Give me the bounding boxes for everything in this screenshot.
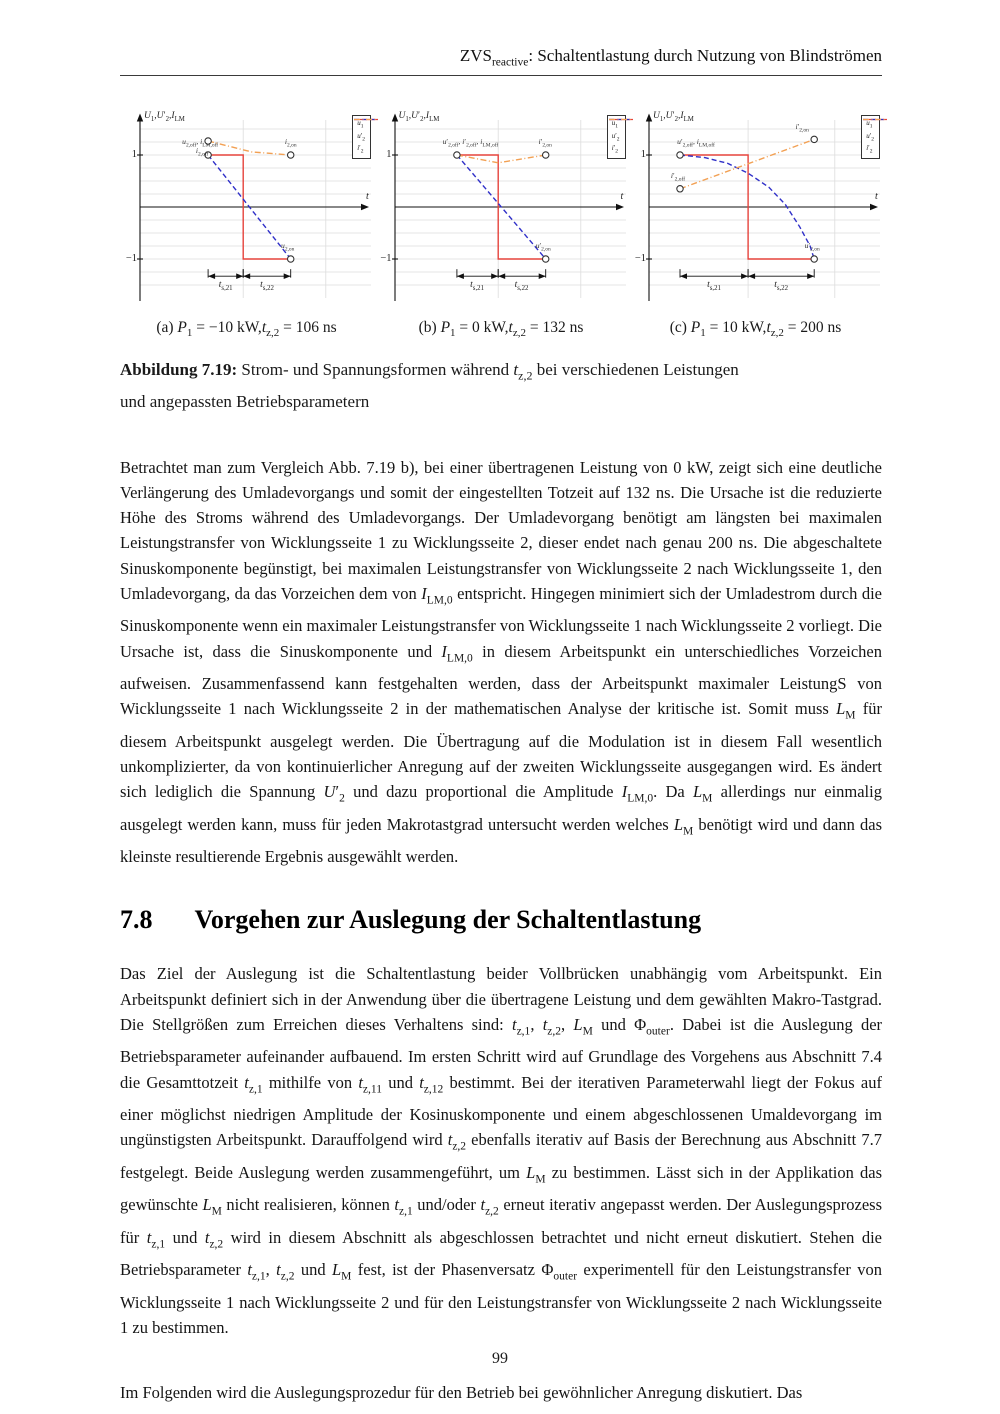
y-tick-label: −1 (634, 253, 646, 265)
page-number: 99 (492, 1350, 508, 1367)
plot-legend: u1 u′2 i′2 (606, 115, 633, 159)
subfigure-b: U1,U′2,ILM 1 −1 t u′2,off, i′2,off, iLM,off i… (375, 111, 633, 340)
page-body: Betrachtet man zum Vergleich Abb. 7.19 b… (120, 455, 882, 1405)
chart-canvas (136, 113, 371, 302)
span-label: ts,22 (260, 279, 274, 292)
marker-label: i′2,on (538, 137, 552, 149)
header-rule (120, 75, 882, 77)
chart-canvas (391, 113, 626, 302)
paragraph-1: Betrachtet man zum Vergleich Abb. 7.19 b… (120, 457, 882, 867)
marker-label: i2,on (284, 137, 297, 149)
running-head: ZVSreactive: Schaltentlastung durch Nutz… (459, 46, 882, 69)
marker-label: u2,on (281, 241, 295, 253)
span-label: ts,22 (514, 279, 529, 292)
figure-caption: Abbildung 7.19: Strom- und Spannungsform… (120, 357, 882, 414)
paragraph-2: Das Ziel der Auslegung ist die Schaltent… (120, 964, 883, 1337)
marker-label: u′2,on (804, 241, 820, 253)
subfigure-c: U1,U′2,ILM 1 −1 t u′2,off, iLM,off i′2,off i′2… (629, 111, 888, 340)
legend-label: u1 (357, 119, 364, 130)
figure-caption-label: Abbildung 7.19: (120, 360, 238, 380)
figure-caption-text: Strom- und Spannungsformen während tz,2 … (120, 360, 739, 411)
legend-label: i′2 (866, 144, 873, 155)
section-heading: 7.8 Vorgehen zur Auslegung der Schaltentl… (120, 905, 882, 935)
y-axis-label: U1,U′2,ILM (653, 111, 694, 124)
page-header: ZVSreactive: Schaltentlastung durch Nutz… (120, 46, 882, 77)
x-axis-label: t (875, 191, 878, 203)
x-axis-label: t (620, 191, 624, 203)
legend-label: u′2 (866, 131, 874, 143)
waveform-chart-c: U1,U′2,ILM 1 −1 t u′2,off, iLM,off i′2,off i′2… (629, 111, 888, 304)
span-label: ts,21 (218, 279, 233, 292)
span-label: ts,21 (707, 279, 721, 292)
marker-label: i′2,on (795, 121, 809, 134)
waveform-chart-a: U1,U′2,ILM 1 −1 t i2,off u2,off, iLM,off i2,on… (120, 111, 379, 304)
waveform-charts-row: U1,U′2,ILM 1 −1 t i2,off u2,off, iLM,off i2,on… (120, 111, 888, 340)
section-number: 7.8 (120, 905, 153, 935)
span-label: ts,21 (470, 279, 484, 292)
legend-entry: i′2 (608, 119, 633, 155)
legend-label: u1 (866, 119, 873, 130)
legend-label: u1 (611, 119, 618, 130)
plot-legend: u1 u′2 i′2 (352, 115, 379, 159)
y-tick-label: 1 (131, 149, 137, 161)
legend-entry: i′2 (354, 119, 379, 155)
y-axis-label: U1,U′2,ILM (398, 111, 440, 124)
legend-entry: i′2 (863, 119, 888, 155)
legend-entry: u′2 (608, 119, 633, 143)
legend-label: i′2 (611, 144, 618, 155)
subfigure-caption-b: (b) P1 = 0 kW,tz,2 = 132 ns (418, 319, 584, 340)
legend-line-sample (354, 119, 379, 121)
legend-label: u′2 (611, 131, 620, 143)
chart-canvas (645, 113, 880, 302)
y-tick-label: −1 (380, 253, 392, 265)
legend-line-sample (863, 119, 888, 121)
y-tick-label: −1 (125, 253, 137, 265)
subfigure-a: U1,U′2,ILM 1 −1 t i2,off u2,off, iLM,off i2,on… (120, 111, 379, 340)
y-axis-label: U1,U′2,ILM (144, 111, 185, 124)
marker-label: i′2,off (670, 171, 686, 183)
marker-label: u′2,off, i′2,off, iLM,off (442, 137, 499, 149)
marker-label: u2,off, iLM,off (182, 137, 219, 149)
legend-line-sample (608, 119, 633, 121)
paragraph-3: Im Folgenden wird die Auslegungsprozedur… (120, 1383, 803, 1403)
legend-entry: u′2 (863, 119, 888, 143)
legend-label: i′2 (357, 144, 364, 155)
subfigure-caption-c: (c) P1 = 10 kW,tz,2 = 200 ns (669, 319, 842, 340)
marker-label: u′2,on (535, 241, 551, 253)
x-axis-label: t (366, 191, 369, 203)
span-label: ts,22 (774, 279, 789, 292)
figure-7-19: U1,U′2,ILM 1 −1 t i2,off u2,off, iLM,off i2,on… (120, 111, 888, 414)
marker-label: u′2,off, iLM,off (677, 137, 715, 149)
section-title: Vorgehen zur Auslegung der Schaltentlast… (194, 905, 702, 935)
marker-label: i2,off (195, 146, 209, 158)
waveform-chart-b: U1,U′2,ILM 1 −1 t u′2,off, i′2,off, iLM,off i… (375, 111, 633, 304)
legend-entry: u′2 (354, 119, 379, 143)
plot-legend: u1 u′2 i′2 (861, 115, 888, 159)
y-tick-label: 1 (386, 149, 392, 161)
legend-label: u′2 (357, 131, 365, 143)
subfigure-caption-a: (a) P1 = −10 kW,tz,2 = 106 ns (156, 319, 337, 340)
y-tick-label: 1 (640, 149, 646, 161)
